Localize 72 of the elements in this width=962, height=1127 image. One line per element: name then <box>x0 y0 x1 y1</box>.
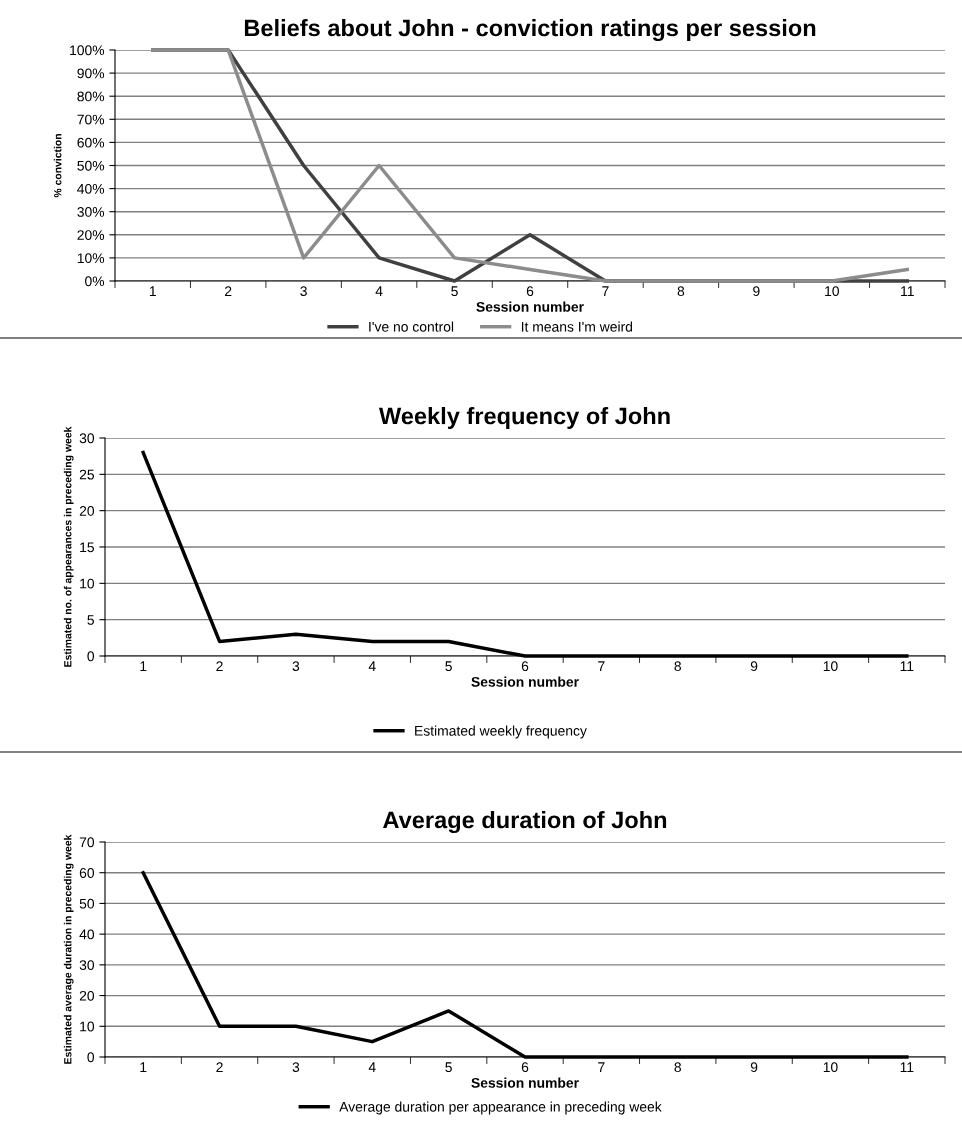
x-tick-label: 8 <box>674 1062 681 1073</box>
x-tick-label: 1 <box>140 1062 147 1072</box>
x-tick-label: 7 <box>602 286 609 296</box>
y-tick-label: 0% <box>85 276 105 287</box>
x-tick-label: 11 <box>901 286 914 296</box>
x-tick-label: 6 <box>526 286 534 297</box>
y-tick-label: 70 <box>79 837 95 848</box>
y-tick-label: 30% <box>77 207 105 217</box>
x-tick-label: 2 <box>216 1062 223 1072</box>
chart-title: Average duration of John <box>383 811 667 834</box>
chart-title: Weekly frequency of John <box>378 407 670 430</box>
x-tick-label: 11 <box>900 661 914 671</box>
x-tick-label: 1 <box>149 286 156 296</box>
legend-label: I've no control <box>369 321 454 332</box>
y-tick-label: 0 <box>87 1052 95 1063</box>
x-tick-label: 5 <box>445 1062 452 1073</box>
y-axis-title: Estimated average duration in preceding week <box>63 834 74 1064</box>
x-tick-label: 1 <box>140 661 147 671</box>
y-tick-label: 30 <box>79 960 95 971</box>
y-tick-label: 25 <box>79 469 94 480</box>
y-tick-label: 10% <box>77 253 105 264</box>
x-tick-label: 2 <box>216 661 223 671</box>
y-tick-label: 50 <box>79 898 95 909</box>
y-tick-label: 90% <box>77 68 105 79</box>
x-tick-label: 3 <box>292 661 300 672</box>
x-tick-label: 4 <box>375 286 383 296</box>
x-tick-label: 8 <box>677 286 685 297</box>
x-tick-label: 3 <box>292 1062 300 1073</box>
x-tick-label: 5 <box>445 661 452 672</box>
x-tick-label: 9 <box>753 286 760 297</box>
x-tick-label: 2 <box>225 286 232 296</box>
x-tick-label: 7 <box>598 661 605 671</box>
y-tick-label: 60% <box>77 137 105 148</box>
x-axis-title: Session number <box>471 676 579 687</box>
y-tick-label: 60 <box>79 868 95 878</box>
x-tick-label: 9 <box>750 661 758 672</box>
x-tick-label: 4 <box>368 1062 376 1072</box>
x-tick-label: 5 <box>451 286 458 297</box>
y-axis-title: % conviction <box>53 134 62 198</box>
y-tick-label: 20 <box>79 506 95 516</box>
y-tick-label: 5 <box>87 615 94 625</box>
y-tick-label: 30 <box>79 433 95 444</box>
y-tick-label: 10 <box>80 578 95 589</box>
legend-label: Average duration per appearance in preceding week <box>339 1101 662 1115</box>
y-tick-label: 100% <box>70 45 105 56</box>
x-tick-label: 11 <box>900 1062 914 1072</box>
y-tick-label: 50% <box>77 160 105 171</box>
x-tick-label: 3 <box>300 286 307 297</box>
x-tick-label: 4 <box>368 661 376 671</box>
y-tick-label: 10 <box>80 1021 95 1032</box>
x-tick-label: 9 <box>750 1062 758 1073</box>
y-tick-label: 20 <box>79 990 95 1001</box>
y-tick-label: 70% <box>77 114 105 125</box>
x-tick-label: 10 <box>825 286 839 297</box>
y-tick-label: 15 <box>80 542 94 553</box>
y-tick-label: 20% <box>77 230 105 240</box>
y-tick-label: 40 <box>79 929 95 940</box>
chart-title: Beliefs about John - conviction ratings per session <box>244 19 816 42</box>
x-axis-title: Session number <box>476 301 584 312</box>
y-axis-title: Estimated no. of appearances in preceding week <box>63 426 74 667</box>
x-tick-label: 7 <box>598 1062 605 1072</box>
legend-label: Estimated weekly frequency <box>415 725 587 739</box>
y-tick-label: 80% <box>77 91 105 102</box>
y-tick-label: 40% <box>77 183 105 194</box>
x-tick-label: 8 <box>674 661 681 672</box>
x-tick-label: 10 <box>823 1062 838 1073</box>
x-tick-label: 6 <box>521 1062 529 1073</box>
y-tick-label: 0 <box>87 651 95 662</box>
x-tick-label: 10 <box>823 661 838 672</box>
legend-label: It means I'm weird <box>521 321 633 332</box>
x-tick-label: 6 <box>521 661 529 672</box>
x-axis-title: Session number <box>471 1077 579 1088</box>
